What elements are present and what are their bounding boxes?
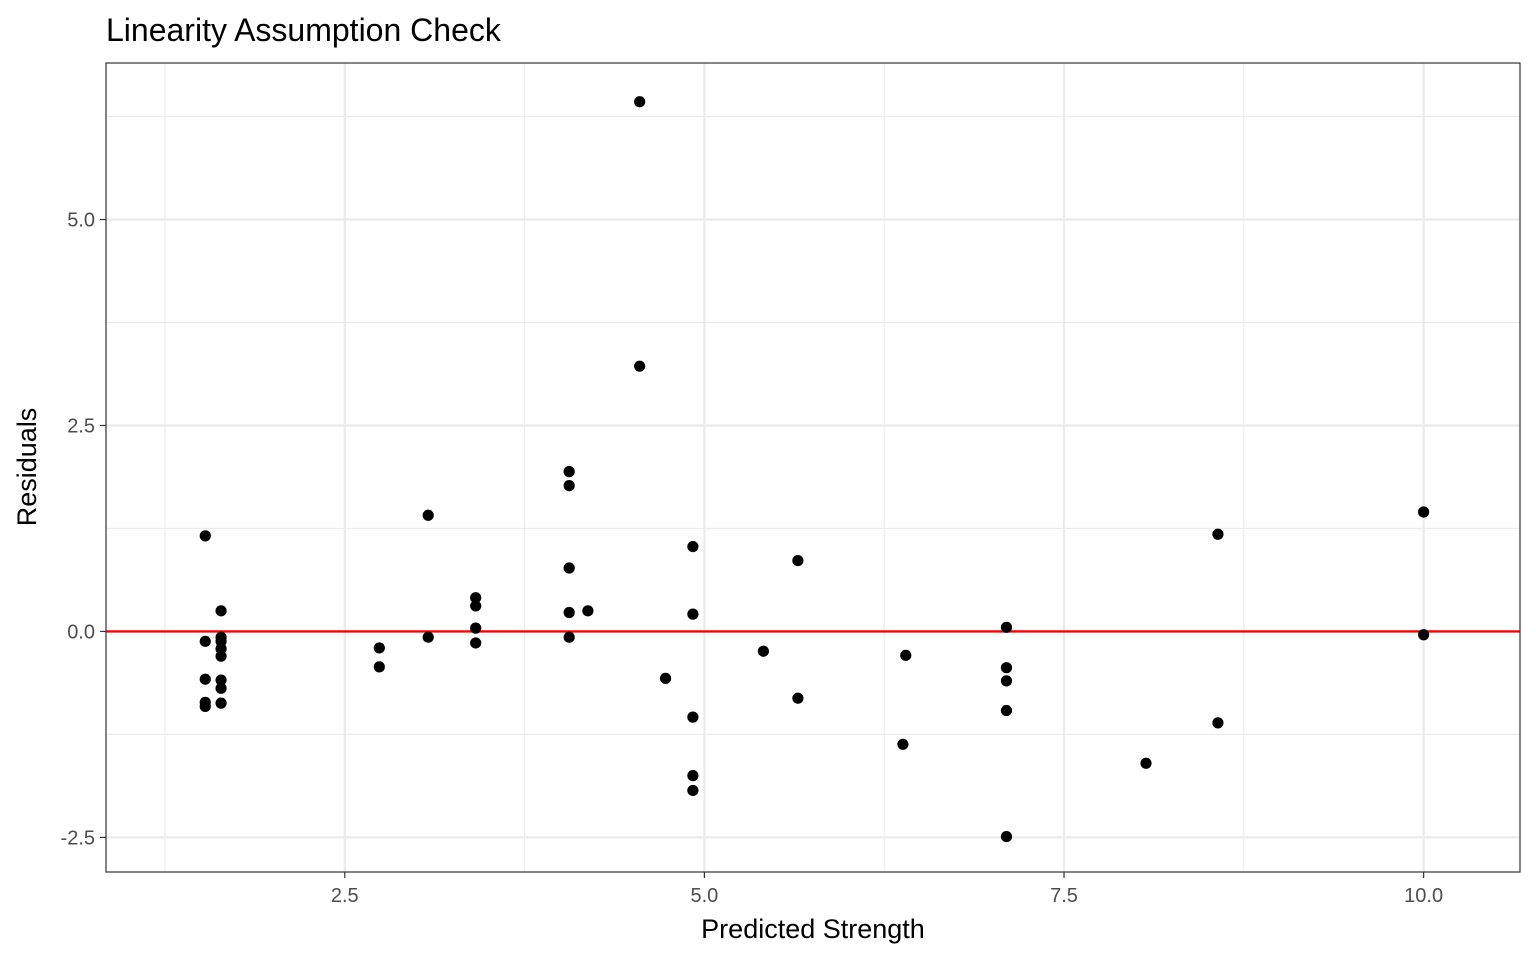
- data-point: [1418, 506, 1430, 518]
- data-point: [422, 509, 434, 521]
- data-point: [199, 530, 211, 542]
- chart-title: Linearity Assumption Check: [106, 12, 502, 48]
- data-point: [563, 631, 575, 643]
- data-point: [687, 784, 699, 797]
- panel-background: [106, 63, 1520, 872]
- y-tick-label: 0.0: [67, 621, 95, 643]
- y-axis: -2.5 0.0 2.5 5.0: [61, 210, 106, 849]
- panel-border: [105, 62, 1521, 873]
- data-point: [900, 649, 912, 661]
- data-point: [634, 96, 646, 108]
- data-points: [199, 96, 1430, 843]
- data-point: [757, 645, 769, 657]
- data-point: [792, 692, 804, 704]
- data-point: [470, 637, 482, 649]
- x-tick-label: 2.5: [331, 885, 359, 907]
- data-point: [215, 697, 227, 709]
- x-tick-label: 10.0: [1404, 885, 1443, 907]
- data-point: [563, 562, 575, 574]
- data-point: [422, 631, 434, 643]
- data-point: [1000, 675, 1013, 687]
- data-point: [582, 605, 594, 617]
- data-point: [1418, 629, 1430, 641]
- y-tick-label: 5.0: [67, 210, 95, 232]
- minor-grid: [106, 63, 1520, 872]
- data-point: [1140, 757, 1152, 769]
- x-axis: 2.5 5.0 7.5 10.0: [331, 872, 1443, 907]
- data-point: [1212, 717, 1224, 729]
- data-point: [687, 770, 699, 782]
- data-point: [470, 592, 482, 604]
- data-point: [563, 480, 575, 492]
- y-axis-title: Residuals: [12, 408, 42, 527]
- data-point: [1212, 528, 1224, 540]
- data-point: [563, 606, 575, 619]
- data-point: [373, 642, 385, 654]
- data-point: [470, 622, 482, 634]
- data-point: [215, 674, 227, 686]
- data-point: [470, 600, 482, 612]
- plot-panel: [105, 62, 1521, 873]
- data-point: [373, 661, 385, 673]
- data-point: [215, 650, 227, 662]
- data-point: [659, 672, 672, 685]
- data-point: [563, 466, 575, 478]
- x-tick-label: 7.5: [1050, 885, 1078, 907]
- x-axis-title: Predicted Strength: [701, 914, 925, 944]
- data-point: [792, 554, 804, 567]
- y-tick-label: 2.5: [67, 415, 95, 437]
- y-tick-label: -2.5: [61, 827, 95, 849]
- data-point: [199, 700, 211, 713]
- data-point: [1000, 704, 1013, 717]
- x-tick-label: 5.0: [690, 885, 718, 907]
- data-point: [687, 711, 699, 723]
- data-point: [215, 682, 227, 694]
- data-point: [687, 608, 699, 620]
- data-point: [1000, 830, 1013, 843]
- data-point: [199, 635, 211, 647]
- data-point: [1000, 662, 1013, 674]
- data-point: [215, 605, 227, 617]
- data-point: [199, 673, 211, 685]
- data-point: [1000, 621, 1013, 633]
- data-point: [897, 738, 909, 750]
- data-point: [634, 360, 646, 372]
- data-point: [687, 540, 699, 553]
